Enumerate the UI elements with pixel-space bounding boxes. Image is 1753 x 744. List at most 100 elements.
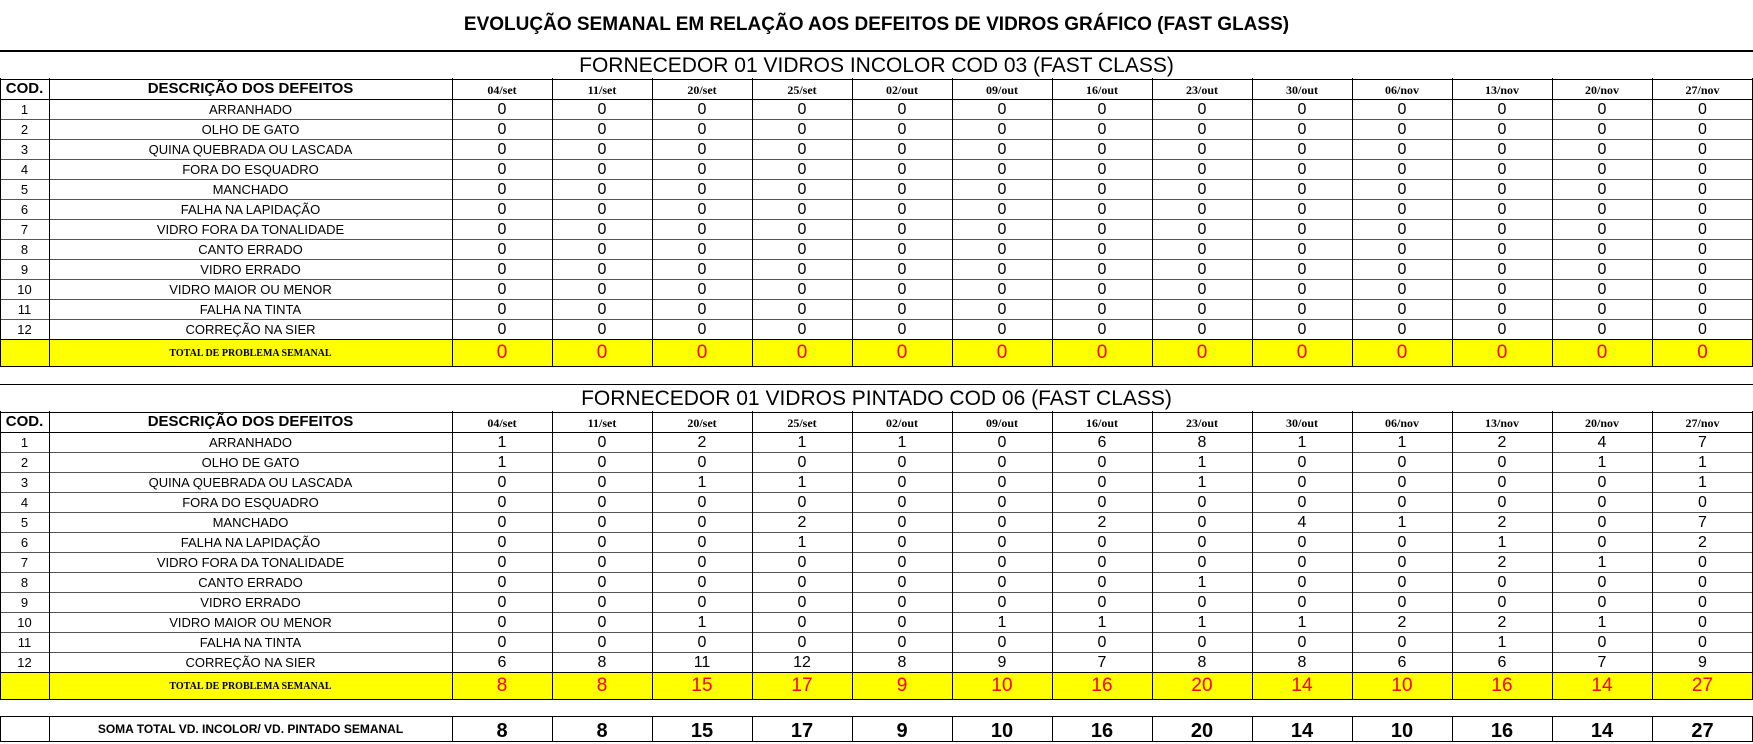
defect-code: 5 (20, 181, 29, 197)
defect-count-cell: 7 (1597, 654, 1607, 671)
defect-count-cell: 0 (1597, 301, 1607, 318)
defect-count-cell: 0 (697, 121, 707, 138)
defect-count-cell: 0 (1698, 141, 1707, 158)
defect-count-cell: 8 (1197, 434, 1207, 451)
column-header-week: 02/out (885, 416, 918, 430)
defect-count-cell: 0 (797, 281, 807, 298)
defect-count-cell: 0 (1698, 161, 1707, 178)
column-header-week: 20/nov (1584, 416, 1619, 430)
defect-count-cell: 2 (1497, 554, 1507, 571)
defect-count-cell: 1 (797, 474, 807, 491)
defect-code: 4 (20, 161, 29, 177)
defect-description: VIDRO ERRADO (200, 261, 301, 277)
total-row-background (0, 673, 1753, 699)
total-row-label: TOTAL DE PROBLEMA SEMANAL (169, 680, 332, 692)
defect-code: 2 (20, 454, 29, 470)
grid-line (0, 632, 1753, 633)
column-header-week: 27/nov (1685, 83, 1720, 97)
defect-count-cell: 1 (797, 434, 807, 451)
defect-count-cell: 9 (1698, 654, 1707, 671)
defect-count-cell: 0 (497, 614, 507, 631)
column-header-week: 02/out (885, 83, 918, 97)
weekly-total-cell: 0 (796, 342, 808, 363)
weekly-total-cell: 8 (596, 675, 608, 696)
defect-count-cell: 0 (1097, 494, 1107, 511)
defect-count-cell: 0 (697, 221, 707, 238)
defect-count-cell: 2 (697, 434, 707, 451)
weekly-total-cell: 0 (996, 342, 1008, 363)
grid-line (752, 716, 753, 742)
defect-code: 3 (20, 141, 29, 157)
defect-count-cell: 0 (1297, 101, 1307, 118)
defect-count-cell: 0 (1497, 141, 1507, 158)
summary-total-cell: 16 (1090, 719, 1114, 742)
defect-count-cell: 0 (1497, 101, 1507, 118)
defect-count-cell: 0 (1197, 514, 1207, 531)
summary-total-cell: 17 (790, 719, 814, 742)
defect-description: MANCHADO (212, 514, 289, 530)
column-header-week: 30/out (1285, 83, 1318, 97)
defect-count-cell: 0 (1297, 281, 1307, 298)
defect-count-cell: 0 (497, 534, 507, 551)
defect-count-cell: 0 (1597, 101, 1607, 118)
defect-count-cell: 0 (597, 614, 607, 631)
defect-code: 10 (17, 614, 32, 630)
defect-count-cell: 0 (697, 594, 707, 611)
defect-count-cell: 0 (1397, 574, 1407, 591)
grid-line (49, 411, 50, 699)
grid-line (0, 432, 1753, 433)
defect-description: CORREÇÃO NA SIER (185, 654, 316, 670)
defect-count-cell: 0 (1698, 261, 1707, 278)
weekly-total-cell: 8 (496, 675, 508, 696)
grid-line (452, 78, 453, 366)
defect-code: 12 (17, 321, 32, 337)
defect-count-cell: 0 (497, 514, 507, 531)
defect-count-cell: 0 (897, 221, 907, 238)
defect-description: FALHA NA LAPIDAÇÃO (180, 201, 321, 217)
defect-count-cell: 0 (1197, 301, 1207, 318)
defect-count-cell: 0 (1397, 221, 1407, 238)
defect-count-cell: 0 (997, 574, 1007, 591)
grid-line (0, 592, 1753, 593)
grid-line (452, 716, 453, 742)
weekly-total-cell: 0 (1396, 342, 1408, 363)
defect-count-cell: 0 (997, 474, 1007, 491)
column-header-week: 23/out (1185, 416, 1218, 430)
column-header-week: 27/nov (1685, 416, 1720, 430)
grid-line (1052, 411, 1053, 699)
defect-count-cell: 0 (997, 534, 1007, 551)
defect-code: 7 (20, 554, 29, 570)
defect-count-cell: 0 (1497, 321, 1507, 338)
defect-count-cell: 0 (1297, 474, 1307, 491)
defect-count-cell: 0 (797, 574, 807, 591)
column-header-week: 20/set (687, 83, 717, 97)
grid-line (0, 452, 1753, 453)
defect-count-cell: 0 (497, 574, 507, 591)
section-title: FORNECEDOR 01 VIDROS INCOLOR COD 03 (FAS… (0, 51, 1753, 80)
defect-count-cell: 0 (497, 161, 507, 178)
grid-line (1152, 716, 1153, 742)
summary-label: SOMA TOTAL VD. INCOLOR/ VD. PINTADO SEMA… (97, 722, 404, 736)
summary-total-cell: 8 (496, 719, 508, 742)
defect-count-cell: 0 (697, 181, 707, 198)
defect-count-cell: 8 (1297, 654, 1307, 671)
weekly-total-cell: 20 (1191, 675, 1213, 696)
summary-total-cell: 10 (990, 719, 1014, 742)
grid-line (752, 78, 753, 366)
grid-line (1552, 411, 1553, 699)
defect-count-cell: 1 (1597, 554, 1607, 571)
defect-count-cell: 0 (897, 321, 907, 338)
column-header-week: 11/set (587, 416, 617, 430)
defect-count-cell: 0 (897, 634, 907, 651)
grid-line (0, 159, 1753, 160)
defect-description: FORA DO ESQUADRO (182, 161, 319, 177)
grid-line (1352, 78, 1353, 366)
weekly-total-cell: 0 (1596, 342, 1608, 363)
defect-code: 7 (20, 221, 29, 237)
defect-count-cell: 0 (497, 474, 507, 491)
defect-count-cell: 0 (1497, 574, 1507, 591)
defect-description: ARRANHADO (208, 101, 293, 117)
defect-count-cell: 8 (897, 654, 907, 671)
defect-count-cell: 0 (1497, 281, 1507, 298)
defect-description: CORREÇÃO NA SIER (185, 321, 316, 337)
